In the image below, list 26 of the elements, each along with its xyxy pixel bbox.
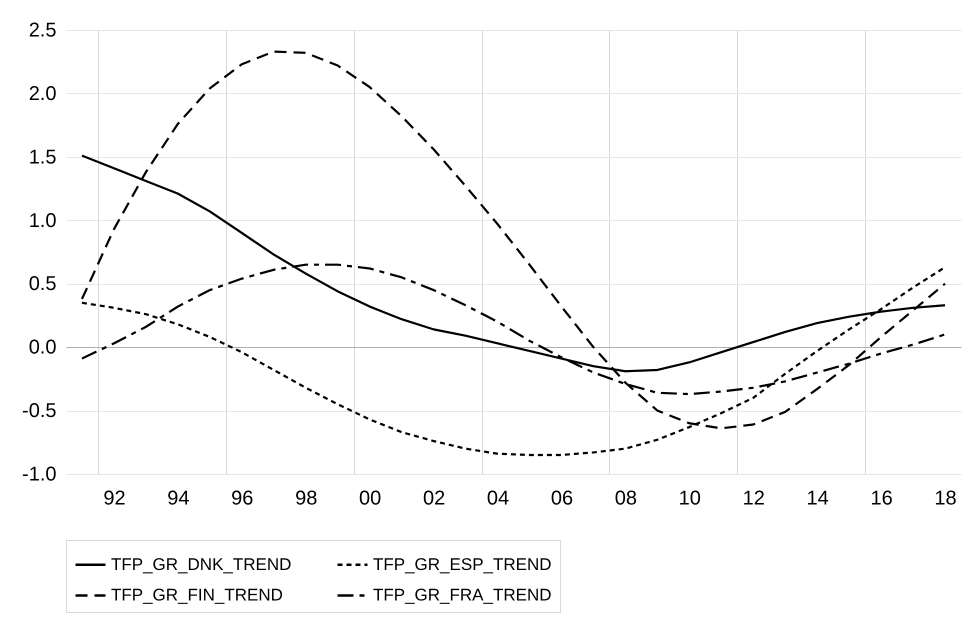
legend-label: TFP_GR_FRA_TREND xyxy=(373,586,552,604)
legend-label: TFP_GR_FIN_TREND xyxy=(111,586,283,604)
x-tick-label: 92 xyxy=(103,488,126,510)
x-tick-label: 16 xyxy=(870,488,893,510)
legend-label: TFP_GR_ESP_TREND xyxy=(373,554,552,574)
x-tick-label: 02 xyxy=(422,488,446,510)
y-tick-label: 1.0 xyxy=(28,210,56,232)
x-tick-label: 98 xyxy=(295,488,318,510)
y-tick-label: 2.0 xyxy=(28,82,56,105)
x-tick-label: 12 xyxy=(742,488,765,510)
x-tick-label: 18 xyxy=(934,488,957,510)
x-tick-label: 08 xyxy=(614,488,637,510)
y-tick-label: -1.0 xyxy=(22,464,56,486)
legend-label: TFP_GR_DNK_TREND xyxy=(111,554,292,574)
x-tick-label: 94 xyxy=(167,488,190,510)
y-tick-label: -0.5 xyxy=(22,400,56,422)
x-tick-label: 04 xyxy=(486,488,510,510)
y-tick-label: 0.0 xyxy=(28,336,56,359)
x-tick-label: 14 xyxy=(806,488,829,510)
x-tick-label: 00 xyxy=(359,488,382,510)
x-tick-label: 10 xyxy=(678,488,701,510)
x-tick-label: 06 xyxy=(550,488,574,510)
y-tick-label: 0.5 xyxy=(28,273,56,296)
y-tick-label: 2.5 xyxy=(28,20,56,42)
x-tick-label: 96 xyxy=(231,488,254,510)
y-tick-label: 1.5 xyxy=(28,146,56,168)
